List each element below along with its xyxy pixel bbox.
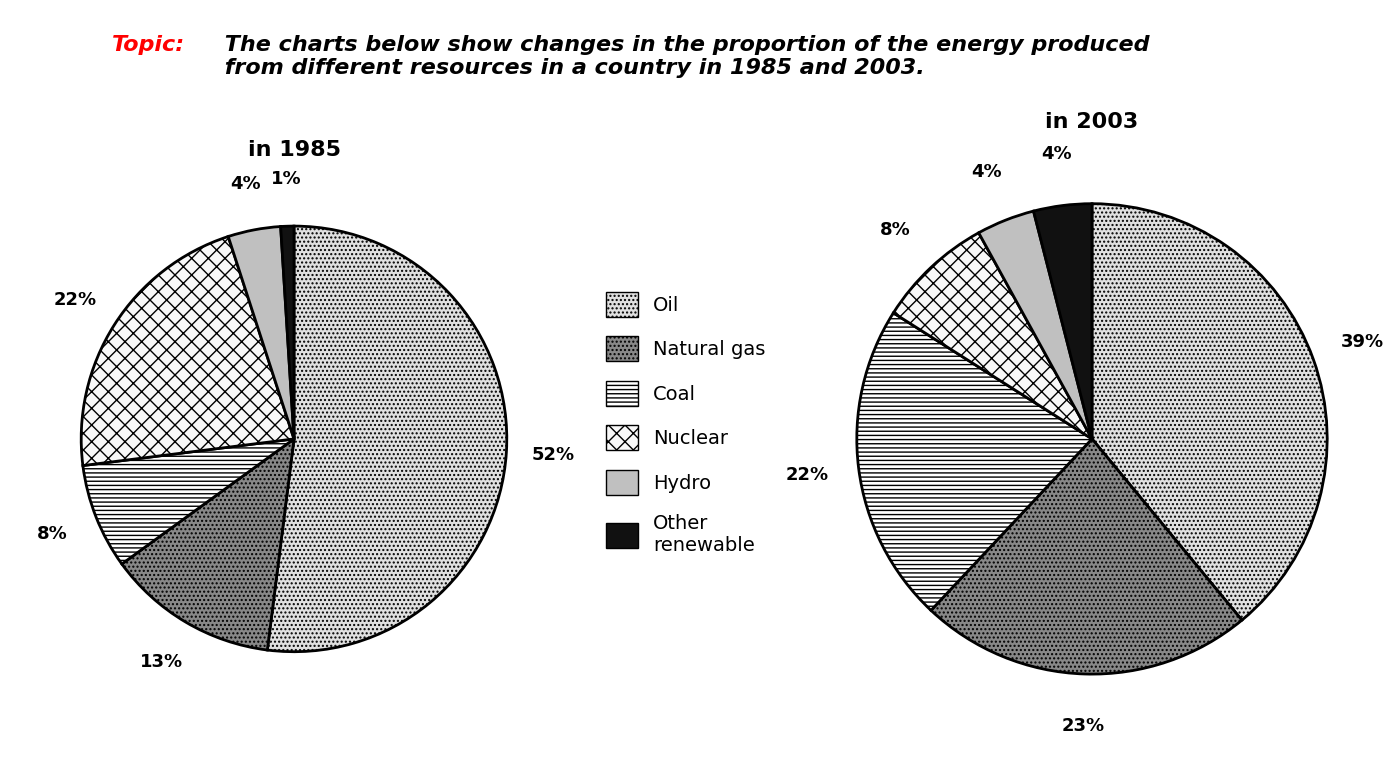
Wedge shape	[1092, 204, 1327, 620]
Title: in 1985: in 1985	[248, 140, 340, 160]
Wedge shape	[280, 226, 294, 439]
Wedge shape	[81, 236, 294, 466]
Text: 23%: 23%	[1061, 717, 1105, 735]
Text: 4%: 4%	[230, 175, 260, 192]
Text: 13%: 13%	[140, 654, 183, 671]
Wedge shape	[931, 439, 1242, 674]
Text: 8%: 8%	[881, 221, 911, 239]
Wedge shape	[979, 211, 1092, 439]
Wedge shape	[122, 439, 294, 650]
Text: 1%: 1%	[270, 170, 301, 189]
Wedge shape	[267, 226, 507, 651]
Text: 4%: 4%	[972, 163, 1001, 181]
Legend: Oil, Natural gas, Coal, Nuclear, Hydro, Other
renewable: Oil, Natural gas, Coal, Nuclear, Hydro, …	[606, 292, 766, 555]
Wedge shape	[1033, 204, 1092, 439]
Text: The charts below show changes in the proportion of the energy produced
 from dif: The charts below show changes in the pro…	[217, 35, 1149, 78]
Text: Topic:: Topic:	[112, 35, 185, 55]
Wedge shape	[857, 313, 1092, 611]
Wedge shape	[83, 439, 294, 564]
Text: 4%: 4%	[1040, 146, 1071, 163]
Text: 52%: 52%	[532, 446, 574, 464]
Wedge shape	[893, 233, 1092, 439]
Title: in 2003: in 2003	[1046, 112, 1138, 132]
Text: 22%: 22%	[53, 291, 97, 309]
Text: 39%: 39%	[1340, 333, 1383, 350]
Text: 22%: 22%	[785, 466, 829, 484]
Text: 8%: 8%	[38, 525, 69, 544]
Wedge shape	[228, 226, 294, 439]
